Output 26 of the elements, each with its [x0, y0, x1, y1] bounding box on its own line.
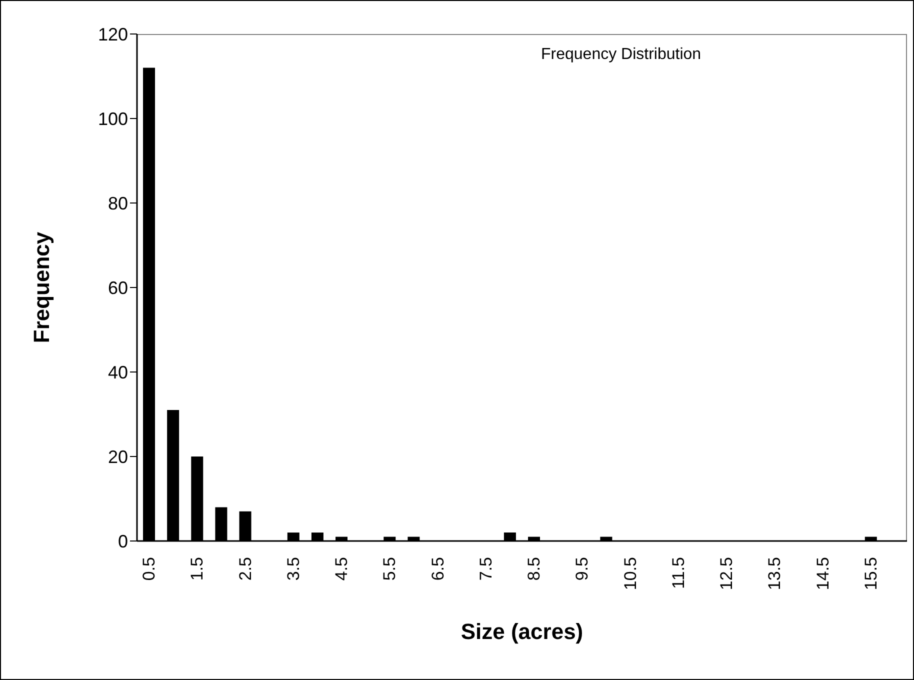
y-tick-label: 80 [108, 193, 128, 214]
x-tick-label: 4.5 [332, 557, 352, 581]
y-axis-title: Frequency [28, 231, 54, 344]
x-tick-label: 0.5 [140, 557, 159, 581]
x-tick-label: 7.5 [476, 557, 496, 581]
y-tick-label: 0 [118, 531, 128, 552]
x-tick-label: 15.5 [861, 557, 880, 590]
x-tick-label: 2.5 [236, 557, 255, 581]
x-tick-label: 5.5 [380, 557, 400, 581]
x-tick-label: 13.5 [765, 557, 784, 590]
x-tick-label: 14.5 [813, 557, 832, 590]
x-tick-label: 10.5 [620, 557, 640, 590]
y-tick-label: 40 [108, 362, 128, 382]
y-tick-label: 60 [108, 278, 128, 298]
y-tick-label: 120 [98, 24, 128, 44]
y-tick-label: 100 [98, 108, 128, 129]
text: Frequency Distribution [541, 46, 702, 64]
x-tick-label: 11.5 [668, 557, 688, 589]
x-tick-label: 12.5 [717, 557, 736, 590]
y-tick-label: 20 [108, 446, 128, 467]
x-tick-label: 1.5 [188, 557, 207, 581]
x-tick-label: 8.5 [524, 557, 544, 581]
x-axis-title: Size (acres) [460, 619, 584, 644]
x-tick-label: 3.5 [284, 557, 303, 581]
x-tick-label: 6.5 [428, 557, 448, 581]
x-tick-label: 9.5 [572, 557, 592, 581]
